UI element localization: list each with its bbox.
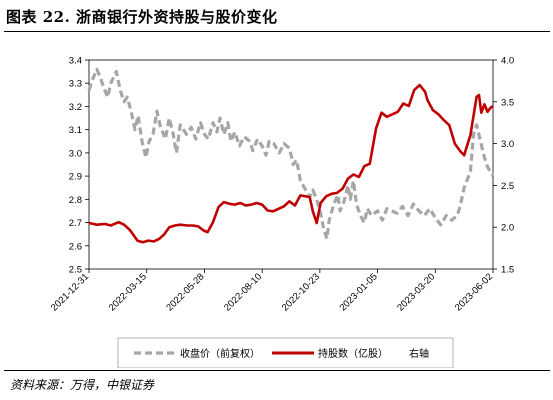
left-axis-tick-label: 2.6 xyxy=(69,241,82,252)
left-axis-tick-label: 3.3 xyxy=(69,79,82,90)
left-axis-tick-label: 3.4 xyxy=(69,56,82,67)
legend: 收盘价（前复权） 持股数（亿股） 右轴 xyxy=(117,337,454,368)
x-axis-tick-label: 2022-10-23 xyxy=(280,271,322,313)
right-axis-tick-label: 2.5 xyxy=(501,181,514,192)
left-axis-tick-label: 2.9 xyxy=(69,172,82,183)
plot-frame xyxy=(88,59,494,270)
x-axis-tick-label: 2023-03-20 xyxy=(395,271,437,313)
legend-label-price: 收盘价（前复权） xyxy=(180,347,260,360)
left-axis-tick-label: 3.0 xyxy=(69,148,82,159)
series-line-foreign-holdings xyxy=(88,83,494,244)
legend-label-holdings: 持股数（亿股） xyxy=(318,347,388,360)
x-axis-tick-label: 2022-08-10 xyxy=(222,271,264,313)
chart: 2.5 2.6 2.7 2.8 2.9 3.0 3.1 3.2 3.3 3.4 1.5 2.0 2.5 3… xyxy=(49,56,514,368)
x-axis-tick-label: 2023-06-02 xyxy=(453,271,495,313)
series-line-closing-price xyxy=(87,67,495,241)
left-axis-tick-label: 3.1 xyxy=(69,125,82,136)
figure-title: 图表 22. 浙商银行外资持股与股价变化 xyxy=(6,8,278,26)
left-axis-tick-label: 3.2 xyxy=(69,102,82,113)
right-axis-tick-label: 2.0 xyxy=(501,223,514,234)
left-axis-tick-label: 2.5 xyxy=(69,265,82,276)
left-axis-tick-label: 2.8 xyxy=(69,195,82,206)
title-rule xyxy=(4,31,550,32)
x-axis-tick-label: 2021-12-31 xyxy=(49,271,91,313)
x-axis-tick-label: 2022-05-28 xyxy=(164,271,206,313)
legend-right-axis-note: 右轴 xyxy=(409,347,429,360)
right-axis-tick-label: 3.5 xyxy=(501,97,514,108)
axes: 2.5 2.6 2.7 2.8 2.9 3.0 3.1 3.2 3.3 3.4 1.5 2.0 2.5 3… xyxy=(49,56,514,314)
right-axis-tick-label: 3.0 xyxy=(501,139,514,150)
left-axis-tick-label: 2.7 xyxy=(69,218,82,229)
bottom-rule xyxy=(4,370,550,371)
series-layer xyxy=(87,67,495,244)
right-axis-tick-label: 4.0 xyxy=(501,56,514,67)
x-axis-tick-label: 2023-01-05 xyxy=(338,271,380,313)
x-axis-tick-label: 2022-03-15 xyxy=(107,271,149,313)
right-axis-tick-label: 1.5 xyxy=(501,265,514,276)
source-note: 资料来源：万得，中银证券 xyxy=(10,378,155,392)
